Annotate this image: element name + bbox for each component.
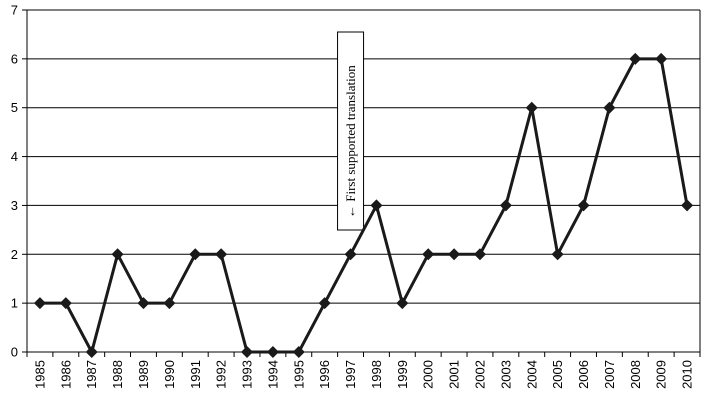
x-tick-label: 1999 <box>395 360 410 389</box>
x-tick-label: 2001 <box>447 360 462 389</box>
x-tick-label: 2010 <box>680 360 695 389</box>
data-point <box>681 199 694 212</box>
x-tick-label: 1987 <box>84 360 99 389</box>
y-tick-label: 3 <box>11 198 18 213</box>
annotation: ← First supported translation <box>337 31 365 231</box>
x-tick-label: 2003 <box>498 360 513 389</box>
x-tick-label: 1985 <box>32 360 47 389</box>
annotation-text: ← First supported translation <box>343 65 358 218</box>
y-tick-label: 7 <box>11 3 18 18</box>
x-tick-label: 2009 <box>654 360 669 389</box>
x-tick-label: 1998 <box>369 360 384 389</box>
y-tick-label: 0 <box>11 345 18 360</box>
x-axis-ticks: 1985 1986 1987 1988 1989 1990 1991 1992 1993 1994… <box>26 352 701 389</box>
data-point <box>33 297 46 310</box>
data-point <box>111 248 124 261</box>
data-point <box>577 199 590 212</box>
data-point <box>629 52 642 65</box>
x-tick-label: 2008 <box>628 360 643 389</box>
x-tick-label: 1986 <box>58 360 73 389</box>
x-tick-label: 1996 <box>317 360 332 389</box>
x-tick-label: 2007 <box>602 360 617 389</box>
y-tick-label: 5 <box>11 100 18 115</box>
data-point <box>266 346 279 358</box>
data-point <box>422 248 435 261</box>
data-point <box>215 248 228 261</box>
x-tick-label: 2000 <box>421 360 436 389</box>
data-point <box>189 248 202 261</box>
x-tick-label: 1991 <box>188 360 203 389</box>
data-point <box>655 52 668 65</box>
x-tick-label: 1997 <box>343 360 358 389</box>
data-point <box>499 199 512 212</box>
x-tick-label: 2006 <box>576 360 591 389</box>
annotation-box <box>337 31 365 231</box>
series-markers <box>33 52 694 358</box>
x-tick-label: 2004 <box>524 360 539 389</box>
data-point <box>59 297 72 310</box>
data-point <box>396 297 409 310</box>
data-point <box>241 346 254 358</box>
x-tick-label: 1990 <box>162 360 177 389</box>
data-point <box>603 101 616 114</box>
y-tick-label: 4 <box>11 149 18 164</box>
data-point <box>370 199 383 212</box>
x-tick-label: 1995 <box>291 360 306 389</box>
x-tick-label: 2002 <box>472 360 487 389</box>
x-tick-label: 1992 <box>214 360 229 389</box>
data-point <box>551 248 564 261</box>
y-tick-label: 6 <box>11 51 18 66</box>
x-tick-label: 2005 <box>550 360 565 389</box>
data-point <box>448 248 461 261</box>
x-tick-label: 1994 <box>265 360 280 389</box>
y-axis-ticks: 0 1 2 3 4 5 6 7 <box>11 3 27 360</box>
x-tick-label: 1989 <box>136 360 151 389</box>
y-tick-label: 2 <box>11 247 18 262</box>
data-point <box>318 297 331 310</box>
data-point <box>525 101 538 114</box>
data-point <box>473 248 486 261</box>
x-tick-label: 1993 <box>240 360 255 389</box>
y-tick-label: 1 <box>11 296 18 311</box>
data-point <box>137 297 150 310</box>
data-point <box>163 297 176 310</box>
data-point <box>292 346 305 358</box>
x-tick-label: 1988 <box>110 360 125 389</box>
data-point <box>85 346 98 358</box>
data-point <box>344 248 357 261</box>
